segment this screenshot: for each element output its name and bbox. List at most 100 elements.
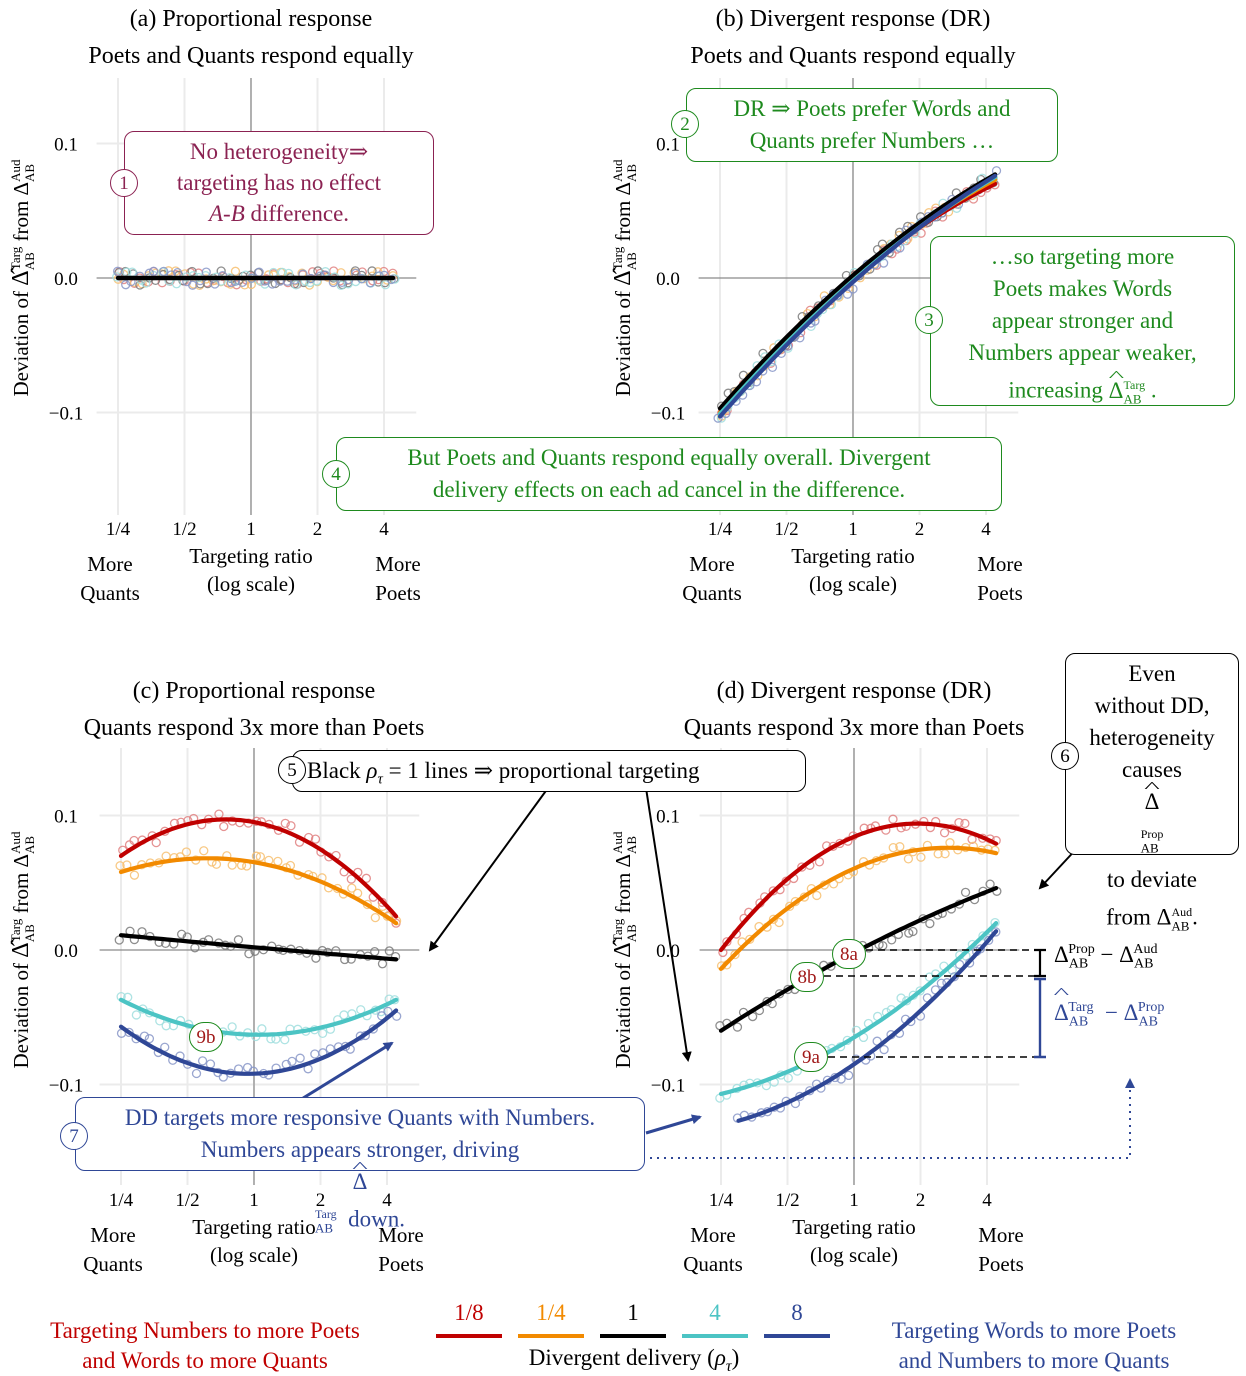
- data-point-8: [975, 944, 986, 954]
- panel-subtitle: Poets and Quants respond equally: [690, 43, 1015, 69]
- annotation-1-line3: A-B difference.: [208, 201, 350, 226]
- annotation-3: …so targeting more Poets makes Words app…: [930, 236, 1235, 406]
- data-point-1-8: [954, 817, 964, 828]
- x-end-label-right-line2: Poets: [977, 581, 1023, 605]
- data-point-1-8: [219, 821, 229, 832]
- y-tick-label: 0.0: [54, 269, 78, 290]
- legend-label: 1/4: [536, 1300, 566, 1325]
- x-tick-label: 1: [249, 1190, 259, 1211]
- x-axis-label: Targeting ratio: [791, 544, 915, 568]
- annotation-5-number: 5: [278, 756, 306, 784]
- data-point-1-4: [895, 842, 905, 852]
- legend-label: 8: [791, 1300, 803, 1325]
- data-point-4: [390, 995, 400, 1005]
- data-point-4: [978, 931, 988, 941]
- arrow-7-to-panel-c: [299, 1041, 394, 1102]
- x-tick-label: 1/4: [708, 519, 733, 540]
- y-axis-label-text: Deviation of Δ̂ABTarg from ΔABAud: [8, 159, 37, 396]
- data-point-4: [161, 1021, 171, 1031]
- annotation-6-line5: to deviate: [1106, 867, 1198, 893]
- data-point-4: [227, 1022, 237, 1032]
- x-end-label-right-line2: Poets: [978, 1252, 1024, 1276]
- panel-c: (c) Proportional response Quants respond …: [8, 678, 424, 1276]
- fit-line-1-4: [118, 856, 399, 926]
- data-point-1: [732, 1022, 743, 1032]
- panel-subtitle: Quants respond 3x more than Poets: [684, 715, 1025, 741]
- y-tick-label: −0.1: [651, 404, 685, 425]
- data-point-8: [159, 266, 169, 277]
- fit-line-4: [718, 921, 999, 1096]
- data-point-1-4: [246, 279, 256, 290]
- x-end-label-left: More: [689, 552, 735, 576]
- data-point-1-8: [888, 814, 898, 824]
- x-end-label-right: More: [978, 1223, 1024, 1247]
- annotation-7-line2: Numbers appears stronger, driving ΔABTar…: [86, 1134, 634, 1244]
- legend-left-line2: and Words to more Quants: [82, 1348, 328, 1373]
- data-point-1: [187, 266, 197, 277]
- data-point-1-4: [812, 890, 822, 901]
- data-point-8: [191, 1068, 202, 1079]
- panel-a: (a) Proportional response Poets and Quant…: [8, 6, 421, 605]
- x-axis-label-line2: (log scale): [810, 1243, 898, 1267]
- data-point-4: [291, 280, 301, 290]
- arrow-7-to-panel-d: [645, 1114, 702, 1135]
- data-point-8: [197, 1056, 208, 1066]
- bracket-label-top: ΔABProp − ΔABAud: [1054, 942, 1158, 972]
- data-point-4: [131, 1010, 142, 1020]
- data-point-8: [287, 1056, 297, 1067]
- data-point-8: [149, 266, 159, 276]
- x-end-label-left-line2: Quants: [83, 1252, 143, 1276]
- data-point-4: [339, 1010, 349, 1020]
- data-point-8: [144, 1034, 155, 1044]
- data-point-1: [908, 926, 918, 937]
- data-point-1-4: [251, 851, 262, 861]
- data-point-1: [244, 949, 254, 959]
- data-point-1-4: [255, 852, 266, 862]
- panel-title: (c) Proportional response: [133, 678, 376, 704]
- data-point-1-4: [240, 280, 250, 290]
- annotation-3-line3: appear stronger and: [991, 308, 1174, 333]
- data-point-1-4: [945, 838, 955, 848]
- fit-line-1-8: [118, 817, 399, 919]
- annotation-6-line6: from ΔABAud.: [1106, 904, 1198, 934]
- x-tick-label: 1: [246, 519, 256, 540]
- bracket-bottom: [1034, 977, 1046, 1059]
- y-tick-label: 0.1: [656, 135, 680, 156]
- arrow-5-to-panel-c: [428, 787, 549, 952]
- data-point-1-4: [370, 912, 380, 923]
- x-end-label-right-line2: Poets: [375, 581, 421, 605]
- data-point-1: [311, 953, 321, 963]
- annotation-5-text: Black ρτ = 1 lines ⇒ proportional target…: [307, 758, 700, 788]
- annotation-6-line4: causes ΔABProp: [1076, 754, 1228, 864]
- y-tick-label: 0.0: [656, 941, 680, 962]
- data-point-1: [216, 266, 226, 276]
- y-tick-label: 0.0: [656, 269, 680, 290]
- x-end-label-right: More: [375, 552, 421, 576]
- legend-label: 1: [627, 1300, 639, 1325]
- annotation-1-line1: No heterogeneity⇒: [189, 139, 369, 164]
- data-point-1-4: [916, 852, 926, 862]
- data-point-8: [767, 362, 778, 373]
- data-point-8: [187, 280, 198, 290]
- annotation-3-line4: Numbers appear weaker,: [968, 340, 1197, 365]
- annotation-1-line2: targeting has no effect: [176, 170, 382, 195]
- marker-8a: 8a: [832, 939, 866, 969]
- data-point-8: [984, 935, 994, 946]
- data-point-1-4: [903, 854, 914, 864]
- x-tick-label: 4: [382, 1190, 392, 1211]
- data-point-1-4: [745, 934, 755, 945]
- annotation-3-line2: Poets makes Words: [992, 276, 1173, 301]
- bracket-label-bottom: ΔABTarg − ΔABProp: [1054, 1000, 1164, 1031]
- bracket-top: [1034, 948, 1046, 978]
- y-tick-label: 0.1: [656, 807, 680, 828]
- data-point-4: [280, 1035, 290, 1045]
- data-point-1-4: [227, 860, 237, 870]
- annotation-2-line2: Quants prefer Numbers …: [749, 128, 995, 153]
- annotation-4-number: 4: [322, 460, 350, 488]
- x-end-label-left: More: [90, 1223, 136, 1247]
- data-point-1-8: [280, 818, 290, 828]
- y-tick-label: 0.1: [54, 807, 78, 828]
- marker-9a: 9a: [794, 1042, 828, 1072]
- data-point-4: [783, 1073, 793, 1083]
